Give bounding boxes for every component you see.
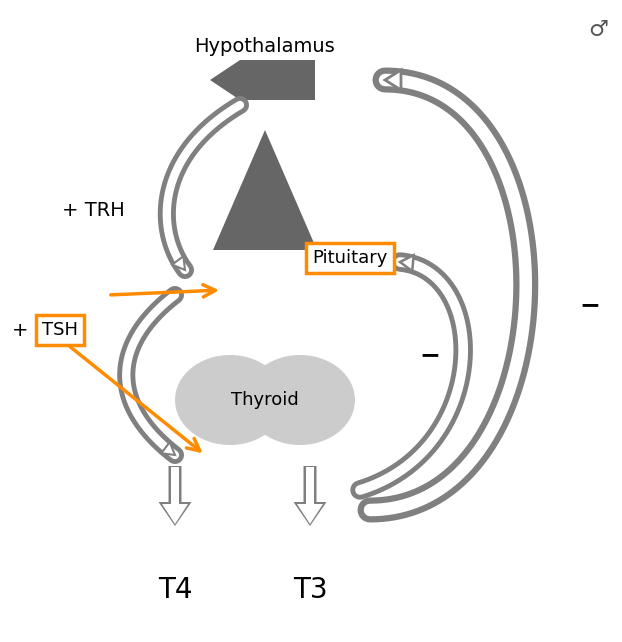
Text: +: + <box>11 320 28 340</box>
FancyArrow shape <box>159 466 192 526</box>
Polygon shape <box>210 60 315 100</box>
Text: −: − <box>580 293 600 317</box>
Text: ♂: ♂ <box>588 20 608 40</box>
Polygon shape <box>172 256 185 270</box>
FancyArrow shape <box>162 467 188 524</box>
Text: Pituitary: Pituitary <box>312 249 388 267</box>
Text: + TRH: + TRH <box>62 200 125 220</box>
Text: Thyroid: Thyroid <box>231 391 299 409</box>
Text: T3: T3 <box>293 576 327 604</box>
Polygon shape <box>385 70 401 90</box>
Polygon shape <box>161 442 175 455</box>
FancyArrow shape <box>294 466 327 526</box>
Text: −: − <box>419 343 440 367</box>
Polygon shape <box>213 130 317 250</box>
Ellipse shape <box>245 355 355 445</box>
FancyArrow shape <box>297 467 323 524</box>
Polygon shape <box>400 255 414 271</box>
Text: T4: T4 <box>158 576 192 604</box>
Text: TSH: TSH <box>42 321 78 339</box>
Text: Hypothalamus: Hypothalamus <box>195 37 335 56</box>
Ellipse shape <box>175 355 285 445</box>
